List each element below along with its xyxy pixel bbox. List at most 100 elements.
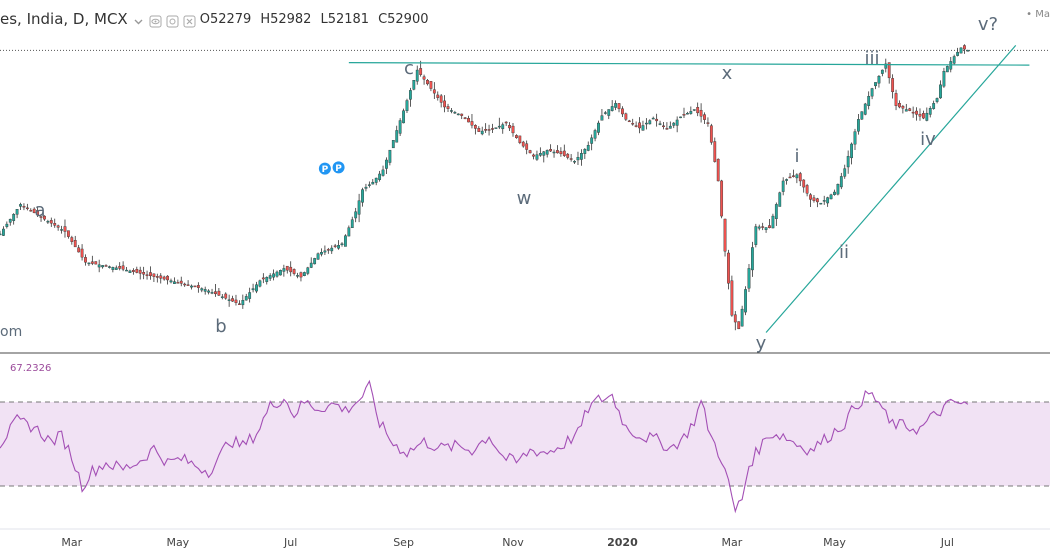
candle-body[interactable] <box>367 184 371 186</box>
candle-body[interactable] <box>788 176 792 179</box>
candle-body[interactable] <box>422 76 426 80</box>
candle-body[interactable] <box>802 179 806 188</box>
candle-body[interactable] <box>665 128 669 130</box>
candle-body[interactable] <box>839 176 843 188</box>
candle-body[interactable] <box>487 129 491 131</box>
candle-body[interactable] <box>826 197 830 204</box>
candle-body[interactable] <box>162 276 166 280</box>
candle-body[interactable] <box>316 253 320 260</box>
candle-body[interactable] <box>562 150 566 156</box>
candle-body[interactable] <box>446 106 450 109</box>
candle-body[interactable] <box>627 120 631 123</box>
candle-body[interactable] <box>607 109 611 116</box>
candle-body[interactable] <box>350 219 354 229</box>
candle-body[interactable] <box>945 66 949 73</box>
candle-body[interactable] <box>644 122 648 125</box>
candle-body[interactable] <box>908 108 912 111</box>
candle-body[interactable] <box>285 265 289 271</box>
candle-body[interactable] <box>918 113 922 117</box>
candle-body[interactable] <box>857 119 860 132</box>
candle-body[interactable] <box>566 153 570 158</box>
candle-body[interactable] <box>405 100 409 111</box>
candle-body[interactable] <box>952 56 956 64</box>
candle-body[interactable] <box>450 110 453 112</box>
candle-body[interactable] <box>764 227 768 230</box>
candle-body[interactable] <box>880 69 884 74</box>
candle-body[interactable] <box>196 285 200 288</box>
horizontal-resistance-line[interactable] <box>348 62 1030 66</box>
candle-body[interactable] <box>268 275 272 279</box>
candle-body[interactable] <box>679 116 682 119</box>
candle-body[interactable] <box>812 197 816 201</box>
candle-body[interactable] <box>114 267 118 270</box>
candle-body[interactable] <box>593 130 597 139</box>
candle-body[interactable] <box>186 284 190 286</box>
candle-body[interactable] <box>255 284 258 292</box>
candle-body[interactable] <box>5 223 9 227</box>
candle-body[interactable] <box>686 112 689 115</box>
candle-body[interactable] <box>2 228 5 236</box>
candle-body[interactable] <box>456 113 460 116</box>
candle-body[interactable] <box>518 135 522 143</box>
candle-body[interactable] <box>128 270 132 273</box>
candle-body[interactable] <box>176 282 180 284</box>
candle-body[interactable] <box>207 290 211 293</box>
candle-body[interactable] <box>843 168 847 177</box>
candle-body[interactable] <box>460 113 464 116</box>
pivot-marker[interactable] <box>332 161 345 174</box>
candle-body[interactable] <box>432 89 436 94</box>
candle-body[interactable] <box>354 211 358 219</box>
close-icon[interactable] <box>183 13 196 27</box>
candle-body[interactable] <box>409 90 412 100</box>
candle-body[interactable] <box>149 272 152 277</box>
candle-body[interactable] <box>279 270 282 276</box>
candle-body[interactable] <box>477 128 481 132</box>
candle-body[interactable] <box>159 275 163 279</box>
candle-body[interactable] <box>214 291 217 295</box>
candle-body[interactable] <box>819 202 823 205</box>
settings-icon[interactable] <box>166 13 179 27</box>
candle-body[interactable] <box>583 149 587 154</box>
candle-body[interactable] <box>614 103 618 108</box>
candle-body[interactable] <box>798 173 802 182</box>
candle-body[interactable] <box>911 111 915 114</box>
candle-body[interactable] <box>956 51 960 56</box>
candle-body[interactable] <box>552 151 556 154</box>
candle-body[interactable] <box>84 257 87 263</box>
candle-body[interactable] <box>125 269 128 272</box>
candle-body[interactable] <box>296 275 299 277</box>
candle-body[interactable] <box>781 180 785 192</box>
chevron-down-icon[interactable] <box>132 13 145 26</box>
candle-body[interactable] <box>744 289 747 313</box>
candle-body[interactable] <box>932 103 936 109</box>
candle-body[interactable] <box>361 189 364 203</box>
candle-body[interactable] <box>497 125 501 128</box>
candle-body[interactable] <box>915 110 918 115</box>
candle-body[interactable] <box>470 121 474 126</box>
candle-body[interactable] <box>220 296 224 298</box>
candle-body[interactable] <box>118 266 122 269</box>
candle-body[interactable] <box>302 272 306 277</box>
candle-body[interactable] <box>282 268 286 272</box>
candle-body[interactable] <box>43 215 46 220</box>
candle-body[interactable] <box>621 108 624 115</box>
candle-body[interactable] <box>378 173 382 180</box>
candle-body[interactable] <box>77 247 81 253</box>
candle-body[interactable] <box>402 110 405 124</box>
candle-body[interactable] <box>436 94 440 98</box>
candle-body[interactable] <box>672 122 676 126</box>
candle-body[interactable] <box>655 118 659 122</box>
rising-trendline[interactable] <box>765 45 1017 333</box>
candle-body[interactable] <box>323 250 327 253</box>
candle-body[interactable] <box>419 68 423 75</box>
candle-body[interactable] <box>463 117 467 120</box>
candle-body[interactable] <box>699 109 703 117</box>
candle-body[interactable] <box>901 105 905 109</box>
candle-body[interactable] <box>241 300 245 306</box>
candle-body[interactable] <box>887 62 891 79</box>
pivot-marker[interactable] <box>318 162 331 175</box>
candle-body[interactable] <box>415 69 419 82</box>
candle-body[interactable] <box>227 299 231 301</box>
candle-body[interactable] <box>275 271 279 277</box>
